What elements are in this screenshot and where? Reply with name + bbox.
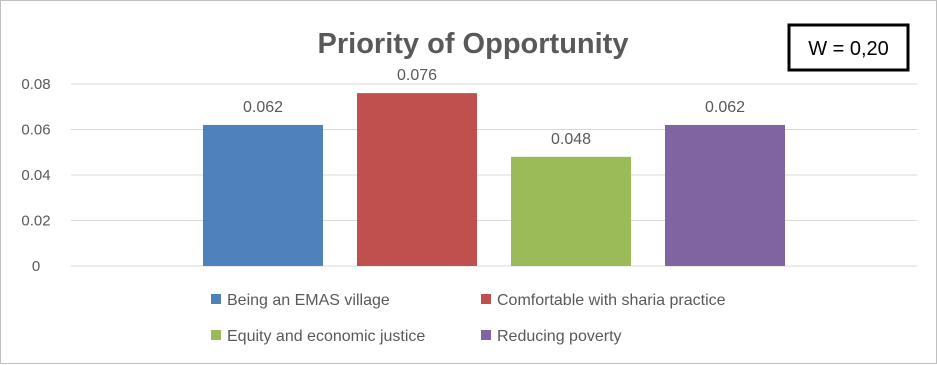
- y-tick-label: 0.02: [21, 213, 50, 230]
- bars: [203, 93, 785, 266]
- bar: [665, 124, 785, 266]
- chart-title: Priority of Opportunity: [318, 28, 629, 60]
- legend-swatch: [481, 330, 491, 340]
- legend-swatch: [481, 294, 491, 304]
- data-labels: 0.062 0.076 0.048 0.062: [243, 67, 745, 148]
- legend-swatch: [211, 294, 221, 304]
- y-axis-ticks: 0 0.02 0.04 0.06 0.08: [21, 76, 50, 275]
- legend-label: Reducing poverty: [497, 328, 622, 345]
- weight-annotation-box: [787, 23, 910, 72]
- legend-swatch: [211, 330, 221, 340]
- legend-label: Being an EMAS village: [227, 292, 390, 309]
- legend-label: Comfortable with sharia practice: [497, 292, 726, 309]
- y-tick-label: 0.06: [21, 122, 50, 139]
- data-label: 0.076: [397, 67, 437, 84]
- data-label: 0.048: [551, 131, 591, 148]
- y-tick-label: 0.04: [21, 167, 50, 184]
- y-tick-label: 0.08: [21, 76, 50, 93]
- data-label: 0.062: [243, 99, 283, 116]
- bar: [357, 93, 477, 266]
- legend: Being an EMAS village Comfortable with sh…: [211, 292, 726, 345]
- bar: [511, 156, 631, 266]
- weight-annotation-text: W = 0,20: [808, 38, 889, 60]
- data-label: 0.062: [705, 99, 745, 116]
- bar: [203, 124, 323, 266]
- legend-label: Equity and economic justice: [227, 328, 425, 345]
- grid-layer: [71, 83, 917, 267]
- y-tick-label: 0: [32, 258, 40, 275]
- weight-annotation: W = 0,20: [787, 23, 910, 72]
